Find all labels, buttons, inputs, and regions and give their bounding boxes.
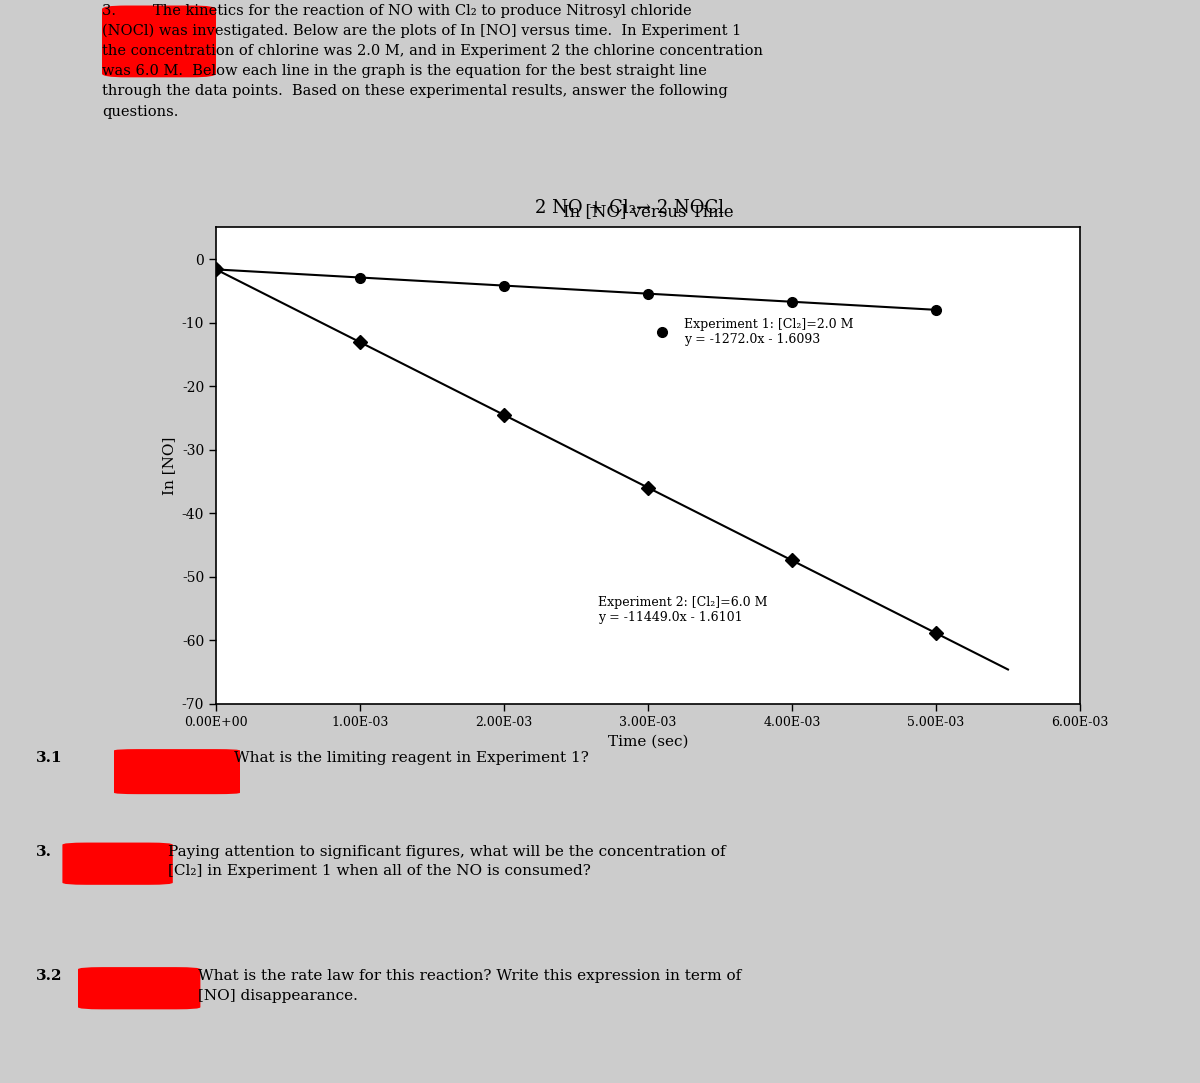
Title: In [NO] versus Time: In [NO] versus Time xyxy=(563,204,733,220)
Text: What is the rate law for this reaction? Write this expression in term of
[NO] di: What is the rate law for this reaction? … xyxy=(198,969,742,1003)
Text: What is the limiting reagent in Experiment 1?: What is the limiting reagent in Experime… xyxy=(234,751,589,765)
X-axis label: Time (sec): Time (sec) xyxy=(607,734,689,748)
FancyBboxPatch shape xyxy=(78,967,200,1009)
Text: 3.2: 3.2 xyxy=(36,969,62,983)
Text: 2 NO + Cl₂→ 2 NOCl: 2 NO + Cl₂→ 2 NOCl xyxy=(535,199,725,218)
Text: 3.: 3. xyxy=(36,845,52,859)
Text: Experiment 2: [Cl₂]=6.0 M
y = -11449.0x - 1.6101: Experiment 2: [Cl₂]=6.0 M y = -11449.0x … xyxy=(598,596,767,624)
Text: 3.1: 3.1 xyxy=(36,751,62,765)
FancyBboxPatch shape xyxy=(102,5,216,77)
Y-axis label: In [NO]: In [NO] xyxy=(162,436,176,495)
Text: Paying attention to significant figures, what will be the concentration of
[Cl₂]: Paying attention to significant figures,… xyxy=(168,845,726,878)
FancyBboxPatch shape xyxy=(62,843,173,885)
Text: 3.        The kinetics for the reaction of NO with Cl₂ to produce Nitrosyl chlor: 3. The kinetics for the reaction of NO w… xyxy=(102,3,763,118)
FancyBboxPatch shape xyxy=(114,749,240,794)
Text: Experiment 1: [Cl₂]=2.0 M
y = -1272.0x - 1.6093: Experiment 1: [Cl₂]=2.0 M y = -1272.0x -… xyxy=(684,318,853,347)
